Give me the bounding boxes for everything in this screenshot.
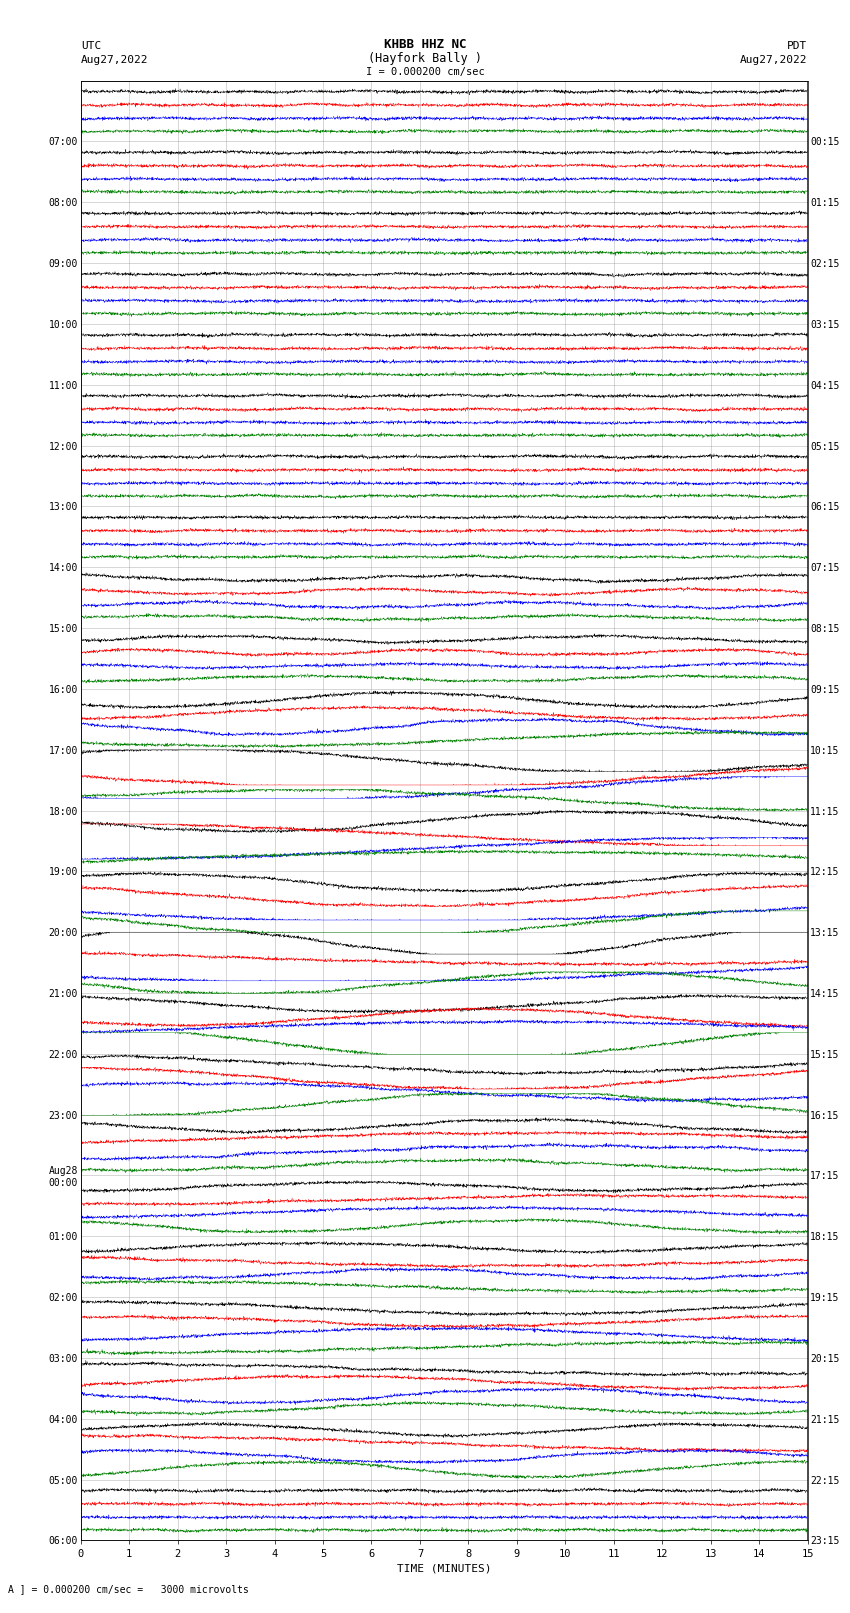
Text: UTC: UTC [81, 40, 101, 50]
Text: Aug27,2022: Aug27,2022 [740, 55, 808, 65]
X-axis label: TIME (MINUTES): TIME (MINUTES) [397, 1563, 491, 1574]
Text: Aug27,2022: Aug27,2022 [81, 55, 148, 65]
Text: I = 0.000200 cm/sec: I = 0.000200 cm/sec [366, 68, 484, 77]
Text: PDT: PDT [787, 40, 808, 50]
Text: (Hayfork Bally ): (Hayfork Bally ) [368, 52, 482, 65]
Text: A ] = 0.000200 cm/sec =   3000 microvolts: A ] = 0.000200 cm/sec = 3000 microvolts [8, 1584, 249, 1594]
Text: KHBB HHZ NC: KHBB HHZ NC [383, 37, 467, 50]
